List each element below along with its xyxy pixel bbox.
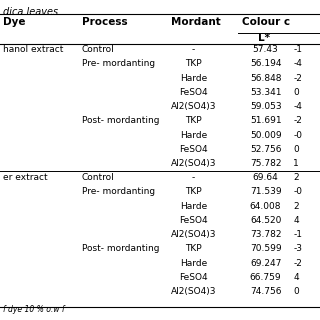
Text: f dye 10 % o.w f: f dye 10 % o.w f (3, 305, 65, 314)
Text: Pre- mordanting: Pre- mordanting (82, 59, 155, 68)
Text: TKP: TKP (185, 244, 202, 253)
Text: TKP: TKP (185, 59, 202, 68)
Text: 71.539: 71.539 (250, 188, 281, 196)
Text: 50.009: 50.009 (250, 131, 281, 140)
Text: -1: -1 (293, 45, 302, 54)
Text: 74.756: 74.756 (250, 287, 281, 296)
Text: 2: 2 (293, 173, 299, 182)
Text: Harde: Harde (180, 202, 207, 211)
Text: -: - (192, 45, 195, 54)
Text: -2: -2 (293, 259, 302, 268)
Text: Post- mordanting: Post- mordanting (82, 244, 159, 253)
Text: -0: -0 (293, 131, 302, 140)
Text: FeSO4: FeSO4 (179, 145, 208, 154)
Text: 64.008: 64.008 (250, 202, 281, 211)
Text: 66.759: 66.759 (250, 273, 281, 282)
Text: 53.341: 53.341 (250, 88, 281, 97)
Text: 57.43: 57.43 (253, 45, 278, 54)
Text: Al2(SO4)3: Al2(SO4)3 (171, 287, 216, 296)
Text: -4: -4 (293, 102, 302, 111)
Text: 0: 0 (293, 145, 299, 154)
Text: Al2(SO4)3: Al2(SO4)3 (171, 230, 216, 239)
Text: 75.782: 75.782 (250, 159, 281, 168)
Text: 56.848: 56.848 (250, 74, 281, 83)
Text: -4: -4 (293, 59, 302, 68)
Text: TKP: TKP (185, 116, 202, 125)
Text: Control: Control (82, 173, 114, 182)
Text: Harde: Harde (180, 74, 207, 83)
Text: 73.782: 73.782 (250, 230, 281, 239)
Text: FeSO4: FeSO4 (179, 216, 208, 225)
Text: -: - (192, 173, 195, 182)
Text: TKP: TKP (185, 188, 202, 196)
Text: Pre- mordanting: Pre- mordanting (82, 188, 155, 196)
Text: -2: -2 (293, 116, 302, 125)
Text: -3: -3 (293, 244, 302, 253)
Text: FeSO4: FeSO4 (179, 273, 208, 282)
Text: hanol extract: hanol extract (3, 45, 64, 54)
Text: 56.194: 56.194 (250, 59, 281, 68)
Text: 64.520: 64.520 (250, 216, 281, 225)
Text: Al2(SO4)3: Al2(SO4)3 (171, 102, 216, 111)
Text: Control: Control (82, 45, 114, 54)
Text: er extract: er extract (3, 173, 48, 182)
Text: 2: 2 (293, 202, 299, 211)
Text: -1: -1 (293, 230, 302, 239)
Text: Colour c: Colour c (242, 17, 290, 28)
Text: 70.599: 70.599 (250, 244, 281, 253)
Text: 59.053: 59.053 (250, 102, 281, 111)
Text: Harde: Harde (180, 131, 207, 140)
Text: Al2(SO4)3: Al2(SO4)3 (171, 159, 216, 168)
Text: 51.691: 51.691 (250, 116, 281, 125)
Text: FeSO4: FeSO4 (179, 88, 208, 97)
Text: Post- mordanting: Post- mordanting (82, 116, 159, 125)
Text: 69.64: 69.64 (253, 173, 278, 182)
Text: -2: -2 (293, 74, 302, 83)
Text: L*: L* (258, 33, 269, 43)
Text: Harde: Harde (180, 259, 207, 268)
Text: 0: 0 (293, 287, 299, 296)
Text: 0: 0 (293, 88, 299, 97)
Text: dica leaves: dica leaves (3, 7, 58, 17)
Text: Dye: Dye (3, 17, 26, 28)
Text: Process: Process (82, 17, 127, 28)
Text: -0: -0 (293, 188, 302, 196)
Text: 52.756: 52.756 (250, 145, 281, 154)
Text: 1: 1 (293, 159, 299, 168)
Text: 4: 4 (293, 273, 299, 282)
Text: 4: 4 (293, 216, 299, 225)
Text: Mordant: Mordant (171, 17, 221, 28)
Text: 69.247: 69.247 (250, 259, 281, 268)
